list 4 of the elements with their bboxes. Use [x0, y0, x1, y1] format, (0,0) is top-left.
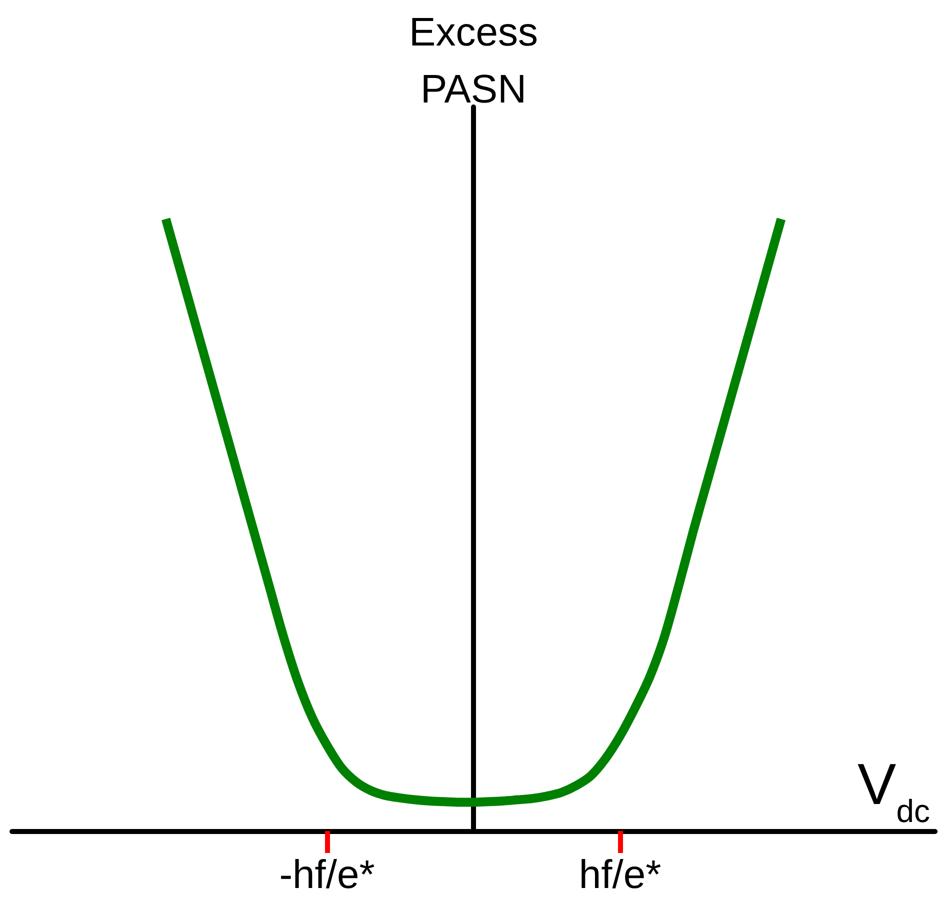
x-tick-label: -hf/e*: [279, 853, 375, 897]
x-tick-label: hf/e*: [578, 853, 662, 897]
y-axis-title: Excess PASN: [409, 10, 538, 112]
x-axis-title: V$_{dc}$: [858, 752, 930, 829]
